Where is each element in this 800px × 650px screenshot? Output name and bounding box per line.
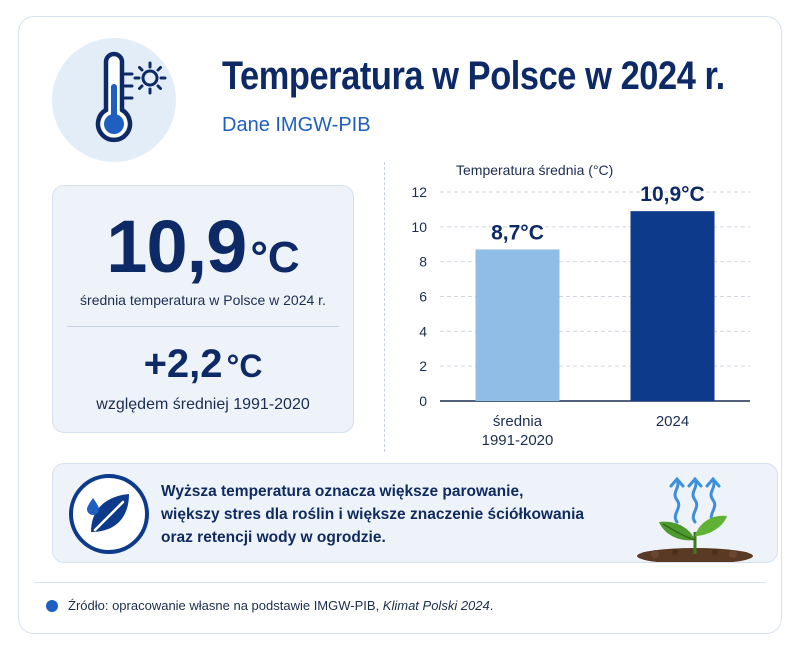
- x-tick-label: 2024: [656, 413, 689, 430]
- x-tick-label: średnia 1991-2020: [482, 413, 554, 449]
- chart-title: Temperatura średnia (°C): [456, 162, 613, 178]
- y-tick-label: 12: [411, 184, 427, 200]
- footer-divider: [34, 582, 766, 583]
- page-title: Temperatura w Polsce w 2024 r.: [222, 54, 725, 98]
- y-tick-label: 2: [419, 358, 427, 374]
- info-line: oraz retencji wody w ogrodzie.: [161, 529, 386, 546]
- temperature-delta: +2,2 °C: [53, 342, 353, 387]
- y-tick-label: 10: [411, 219, 427, 235]
- temperature-delta-value: +2,2: [143, 342, 223, 386]
- leaf-drop-icon: [69, 474, 149, 554]
- y-tick-label: 6: [419, 289, 427, 305]
- x-tick-label-line: 2024: [656, 413, 689, 430]
- bar-value-label: 8,7°C: [491, 221, 544, 244]
- footer-suffix: .: [489, 598, 494, 613]
- footer-publication: Klimat Polski 2024: [382, 598, 490, 613]
- y-tick-label: 4: [419, 323, 427, 339]
- thermometer-sun-icon: [52, 38, 176, 162]
- info-text: Wyższa temperatura oznacza większe parow…: [161, 480, 631, 549]
- temperature-delta-unit: °C: [226, 348, 263, 384]
- bar-chart: Temperatura średnia (°C) 0 2 4 6 8 10 12 8,7°C śr…: [411, 162, 750, 449]
- main-temperature-unit: °C: [250, 233, 300, 282]
- source-footer: Źródło: opracowanie własne na podstawie …: [46, 598, 493, 613]
- stats-panel: 10,9°C średnia temperatura w Polsce w 20…: [52, 185, 354, 433]
- x-tick-label-line: 1991-2020: [482, 432, 554, 449]
- y-tick-label: 0: [419, 393, 427, 409]
- footer-text: Źródło: opracowanie własne na podstawie …: [68, 598, 493, 613]
- sprout-evaporation-icon: [637, 476, 753, 562]
- bar-value-label: 10,9°C: [640, 183, 704, 206]
- main-temperature: 10,9°C: [53, 204, 353, 289]
- page-subtitle: Dane IMGW-PIB: [222, 114, 371, 136]
- bar: [630, 211, 715, 401]
- x-tick-label-line: średnia: [493, 413, 543, 430]
- stats-divider: [67, 326, 339, 327]
- y-tick-label: 8: [419, 254, 427, 270]
- section-separator: [384, 162, 385, 452]
- footer-prefix: Źródło: opracowanie własne na podstawie …: [68, 598, 383, 613]
- info-line: Wyższa temperatura oznacza większe parow…: [161, 483, 524, 500]
- info-panel: Wyższa temperatura oznacza większe parow…: [52, 463, 778, 563]
- temperature-delta-label: względem średniej 1991-2020: [96, 396, 310, 413]
- bar: [475, 249, 560, 401]
- info-line: większy stres dla roślin i większe znacz…: [161, 506, 584, 523]
- main-temperature-label: średnia temperatura w Polsce w 2024 r.: [80, 292, 326, 308]
- bullet-dot-icon: [46, 599, 58, 612]
- main-temperature-value: 10,9: [106, 205, 247, 288]
